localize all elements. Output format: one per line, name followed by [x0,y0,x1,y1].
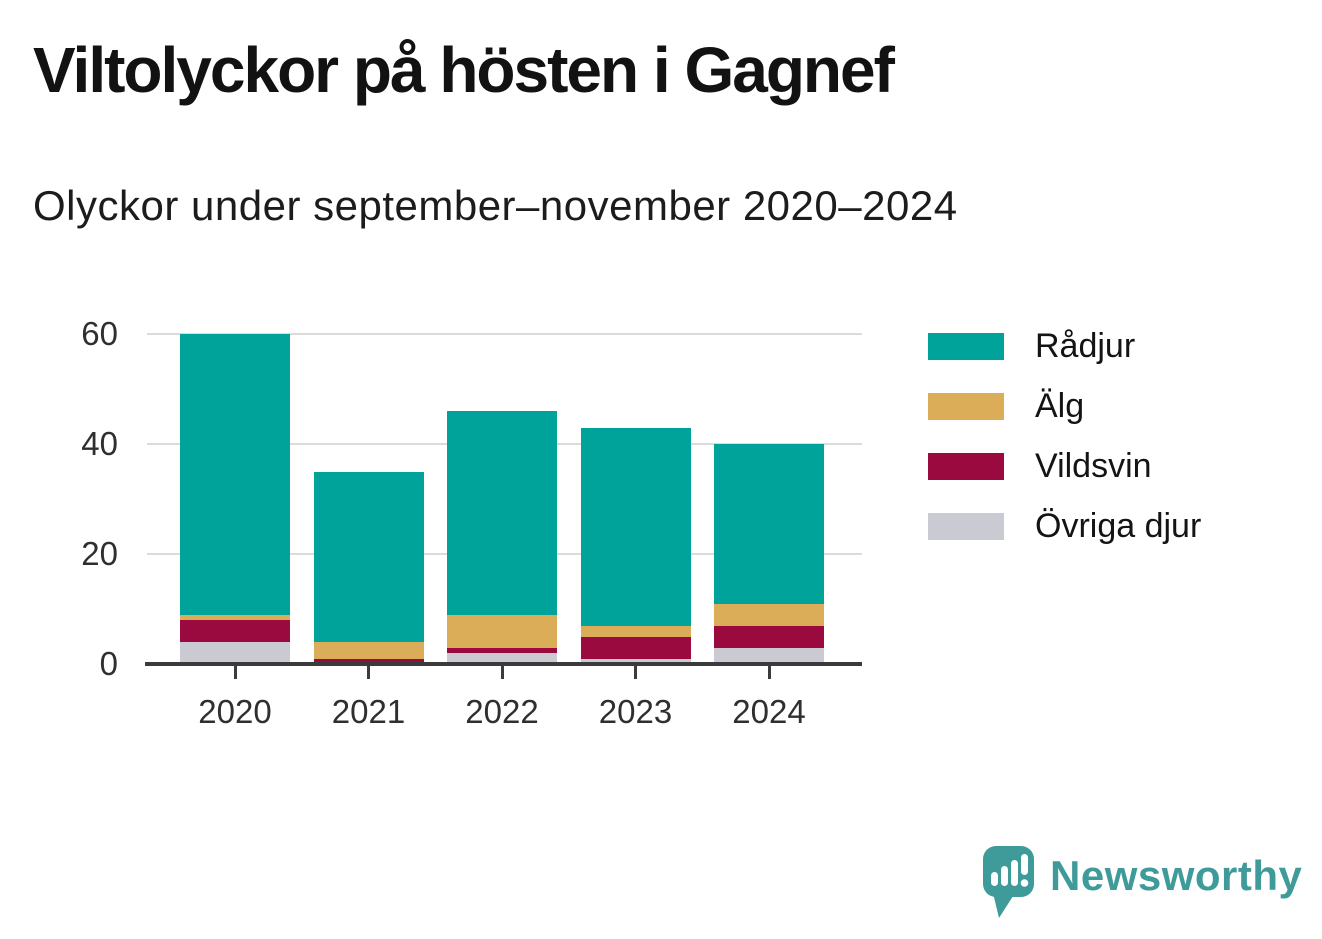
newsworthy-logo: Newsworthy [983,845,1302,921]
y-tick-label: 60 [81,315,118,352]
legend-item: Övriga djur [928,507,1202,545]
bar-segment-2022 [447,614,557,648]
bar-segment-2024 [714,625,824,648]
bar-segment-2024 [714,647,824,664]
legend-item: Rådjur [928,327,1201,365]
chart-subtitle: Olyckor under september–november 2020–20… [33,182,958,229]
bar-segment-2020 [180,614,290,620]
legend-swatch [928,333,1004,360]
x-tick-label: 2020 [198,693,272,730]
newsworthy-logo-icon [983,846,1034,918]
bar-segment-2023 [580,427,691,626]
x-tick-label: 2023 [598,693,673,730]
bar-segment-2023 [580,636,691,659]
legend-label: Rådjur [1035,327,1136,365]
bar-segment-2023 [580,625,691,637]
x-tick-label: 2024 [732,693,806,730]
bar-segment-2022 [447,647,557,653]
x-axis-tick [767,666,771,679]
chart-title: Viltolyckor på hösten i Gagnef [33,34,895,106]
bar-segment-2023 [580,658,691,664]
bar-segment-2022 [447,411,557,615]
legend-label: Övriga djur [1035,507,1202,545]
bar-segment-2021 [313,471,424,642]
gridline [147,333,862,335]
x-axis-tick [500,666,504,679]
bar-segment-2021 [313,642,424,659]
x-axis-tick [367,666,370,679]
x-tick-label: 2021 [331,693,406,730]
x-axis-tick [233,666,237,679]
bar-segment-2020 [180,620,290,642]
legend-swatch [928,513,1004,540]
legend-label: Vildsvin [1035,447,1152,485]
legend-label: Älg [1035,387,1085,425]
legend-item: Vildsvin [928,447,1201,485]
bar-segment-2024 [714,444,824,604]
newsworthy-logo-text: Newsworthy [1050,852,1303,899]
x-tick-label: 2022 [465,693,539,730]
x-axis-line [145,662,862,666]
legend-swatch [928,393,1004,420]
y-tick-label: 40 [81,425,118,462]
bar-segment-2020 [180,334,290,615]
legend-swatch [928,453,1004,480]
x-axis-tick [634,666,637,679]
bar-segment-2020 [180,642,290,664]
bar-segment-2024 [714,603,824,626]
bar-segment-2021 [313,658,424,664]
bar-segment-2022 [447,653,557,664]
legend-item: Älg [928,387,1201,425]
y-tick-label: 0 [99,645,118,682]
chart-legend: Rådjur Älg Vildsvin Övriga djur [928,327,1202,573]
y-tick-label: 20 [81,535,118,572]
